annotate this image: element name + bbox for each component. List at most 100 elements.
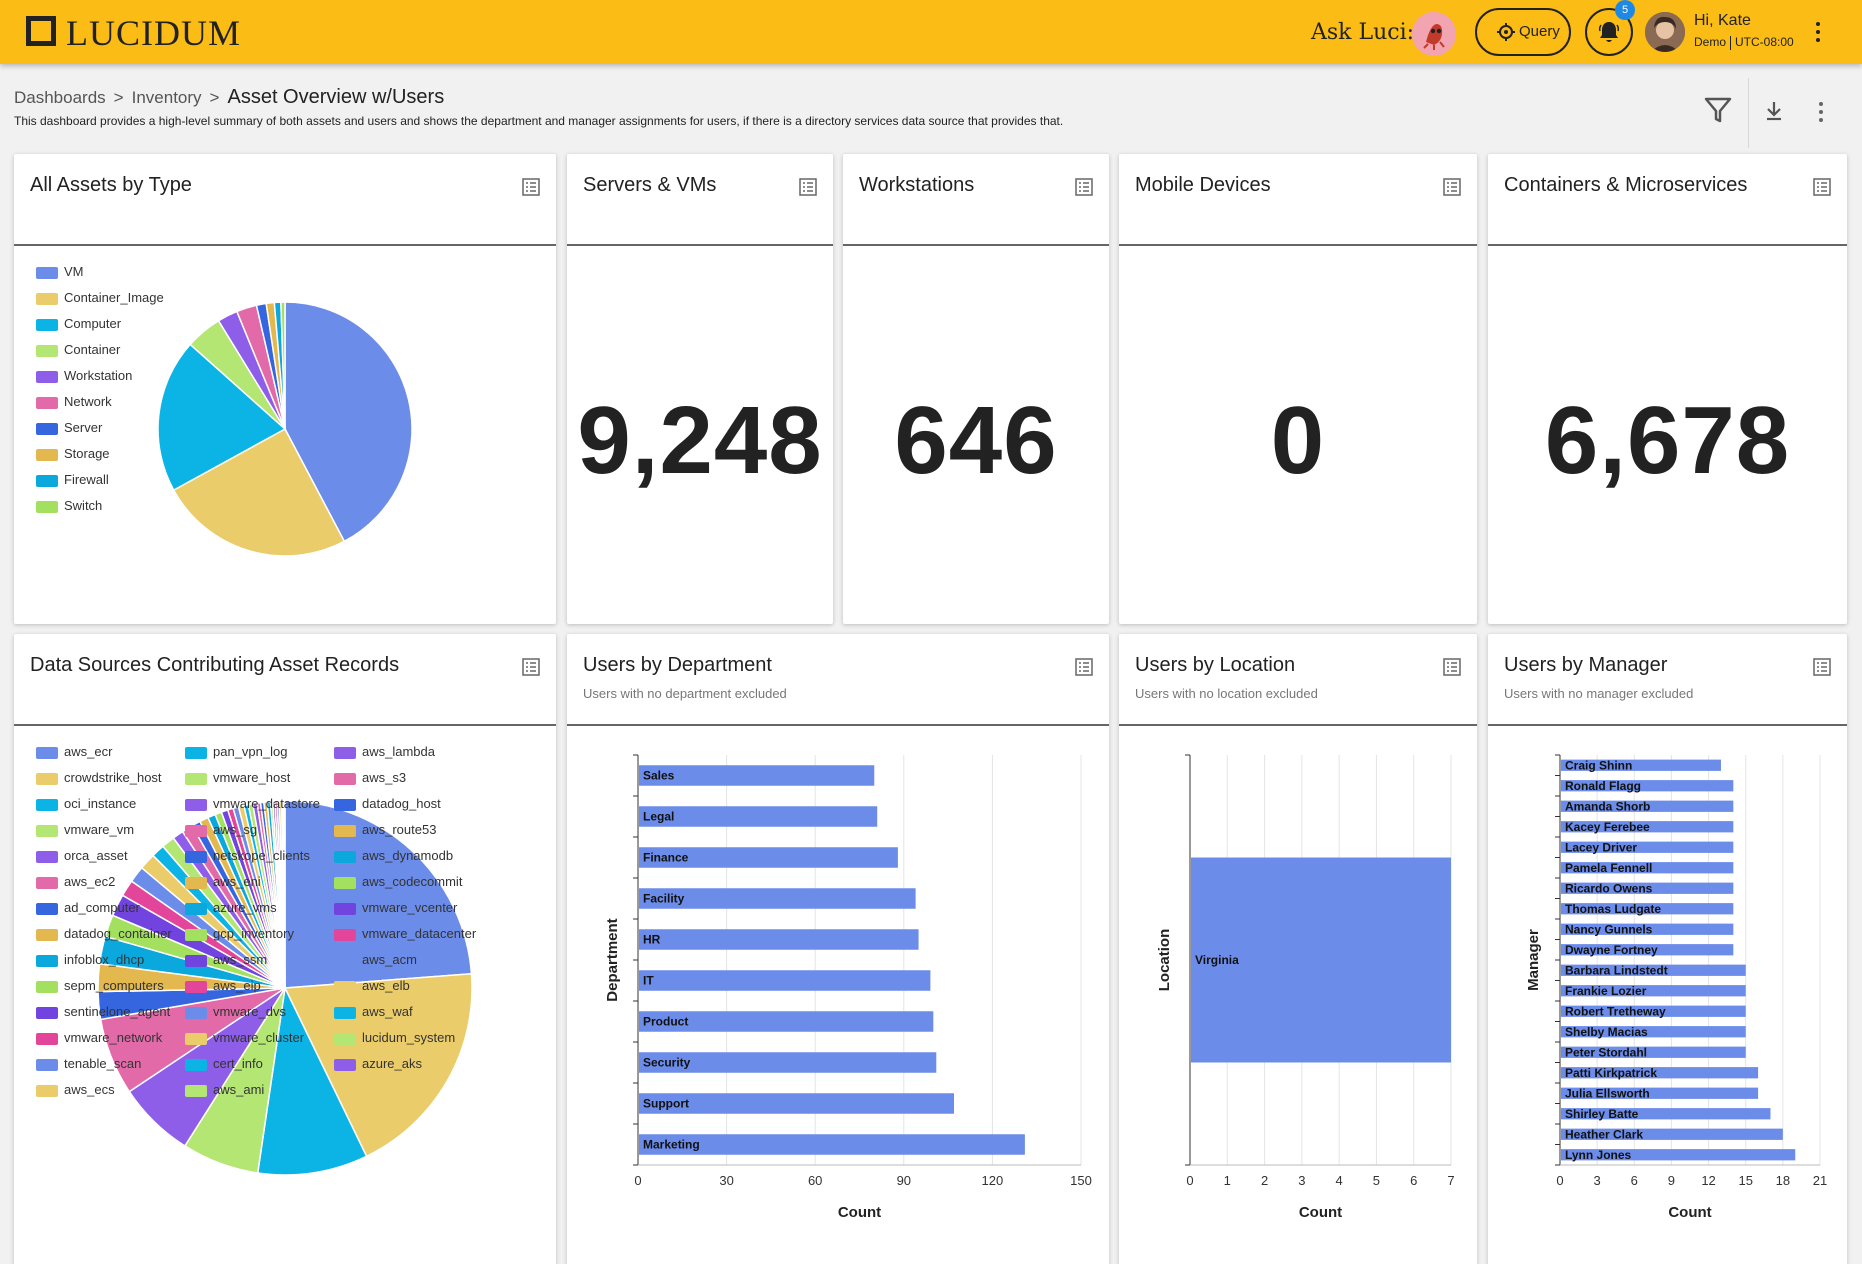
pie-slice-Switch[interactable] <box>280 301 286 430</box>
bar-Barbara Lindstedt[interactable] <box>1561 964 1746 976</box>
card-divider <box>14 724 556 726</box>
list-view-icon[interactable] <box>1075 658 1093 676</box>
list-view-icon[interactable] <box>522 178 540 196</box>
bar-Thomas Ludgate[interactable] <box>1561 903 1734 915</box>
card-users-by-department: Users by Department Users with no depart… <box>567 634 1109 1264</box>
user-greeting[interactable]: Hi, Kate <box>1694 12 1751 29</box>
bar-Patti Kirkpatrick[interactable] <box>1561 1067 1759 1079</box>
bar-Lynn Jones[interactable] <box>1561 1149 1796 1161</box>
bar-Nancy Gunnels[interactable] <box>1561 923 1734 935</box>
page-more-icon[interactable] <box>1816 100 1826 124</box>
bar-Product[interactable] <box>639 1011 934 1032</box>
legend-swatch <box>185 1059 207 1071</box>
bar-label: Sales <box>643 769 675 783</box>
pie-slice-crowdstrike_host[interactable] <box>283 972 473 1158</box>
notifications-button[interactable] <box>1585 8 1633 56</box>
legend-swatch <box>185 851 207 863</box>
bar-label: Shirley Batte <box>1565 1107 1639 1121</box>
bar-Kacey Ferebee[interactable] <box>1561 821 1734 833</box>
bar-Support[interactable] <box>639 1093 955 1114</box>
list-view-icon[interactable] <box>522 658 540 676</box>
legend-swatch <box>334 877 356 889</box>
pie-slice-VM[interactable] <box>284 301 413 543</box>
list-view-icon[interactable] <box>1813 658 1831 676</box>
bar-Ricardo Owens[interactable] <box>1561 882 1734 894</box>
bar-Facility[interactable] <box>639 888 916 909</box>
pie-slice-azure_aks[interactable] <box>283 800 286 989</box>
legend-label: Firewall <box>64 472 109 487</box>
pie-slice-Container_Image[interactable] <box>172 427 346 557</box>
legend-swatch <box>36 799 58 811</box>
bar-Amanda Shorb[interactable] <box>1561 800 1734 812</box>
bar-Dwayne Fortney[interactable] <box>1561 944 1734 956</box>
query-button[interactable]: Query <box>1475 8 1571 56</box>
x-tick-label: 0 <box>1186 1173 1193 1188</box>
bar-Robert Tretheway[interactable] <box>1561 1005 1746 1017</box>
legend-swatch <box>334 799 356 811</box>
legend-swatch <box>185 1007 207 1019</box>
filter-icon[interactable] <box>1704 96 1732 124</box>
bar-label: Pamela Fennell <box>1565 861 1652 875</box>
legend-swatch <box>36 851 58 863</box>
x-tick-label: 4 <box>1336 1173 1343 1188</box>
pie-slice-Computer[interactable] <box>157 343 287 492</box>
bar-label: Dwayne Fortney <box>1565 943 1658 957</box>
legend-swatch <box>36 903 58 915</box>
legend-swatch <box>185 1033 207 1045</box>
bar-Marketing[interactable] <box>639 1134 1025 1155</box>
legend-label: lucidum_system <box>362 1030 456 1045</box>
bar-Shirley Batte[interactable] <box>1561 1108 1771 1120</box>
card-title: Users by Location <box>1135 654 1296 676</box>
legend-swatch <box>36 773 58 785</box>
bar-Shelby Macias[interactable] <box>1561 1026 1746 1038</box>
list-view-icon[interactable] <box>1443 178 1461 196</box>
legend-label: Workstation <box>64 368 133 383</box>
list-view-icon[interactable] <box>799 178 817 196</box>
user-avatar[interactable] <box>1645 12 1685 52</box>
pie-slice-aws_ecr[interactable] <box>284 800 473 989</box>
card-all-assets: All Assets by Type VM Container_Image Comp… <box>14 154 556 624</box>
bar-Julia Ellsworth[interactable] <box>1561 1087 1759 1099</box>
list-view-icon[interactable] <box>1813 178 1831 196</box>
bar-Ronald Flagg[interactable] <box>1561 780 1734 792</box>
legend-label: oci_instance <box>64 796 137 811</box>
containers-count: 6,678 <box>1544 387 1791 494</box>
header-more-icon[interactable] <box>1808 20 1828 44</box>
bar-Lacey Driver[interactable] <box>1561 841 1734 853</box>
luci-avatar-icon[interactable] <box>1412 12 1456 56</box>
bar-Frankie Lozier[interactable] <box>1561 985 1746 997</box>
list-view-icon[interactable] <box>1443 658 1461 676</box>
bar-Sales[interactable] <box>639 765 875 786</box>
bar-label: Kacey Ferebee <box>1565 820 1650 834</box>
card-title: Servers & VMs <box>583 174 717 196</box>
legend-swatch <box>36 825 58 837</box>
legend-swatch <box>185 929 207 941</box>
pie-slice-oci_instance[interactable] <box>256 985 368 1176</box>
bar-Pamela Fennell[interactable] <box>1561 862 1734 874</box>
bar-IT[interactable] <box>639 970 931 991</box>
x-tick-label: 7 <box>1447 1173 1454 1188</box>
x-tick-label: 21 <box>1813 1173 1827 1188</box>
bar-Virginia[interactable] <box>1191 857 1451 1063</box>
legend-label: aws_waf <box>362 1004 413 1019</box>
download-icon[interactable] <box>1764 100 1784 122</box>
legend-label: netskope_clients <box>213 848 310 863</box>
breadcrumb-inventory[interactable]: Inventory <box>131 88 202 107</box>
bar-HR[interactable] <box>639 929 919 950</box>
bar-Craig Shinn[interactable] <box>1561 759 1721 771</box>
x-tick-label: 0 <box>1556 1173 1563 1188</box>
breadcrumb-dashboards[interactable]: Dashboards <box>14 88 106 107</box>
x-axis-title: Count <box>1299 1204 1342 1221</box>
legend-swatch <box>36 955 58 967</box>
card-subtitle: Users with no location excluded <box>1135 686 1318 701</box>
legend-swatch <box>334 903 356 915</box>
bar-Legal[interactable] <box>639 806 878 827</box>
bar-Heather Clark[interactable] <box>1561 1128 1783 1140</box>
x-tick-label: 120 <box>982 1173 1004 1188</box>
legend-label: vmware_dvs <box>213 1004 286 1019</box>
bar-Peter Stordahl[interactable] <box>1561 1046 1746 1058</box>
list-view-icon[interactable] <box>1075 178 1093 196</box>
bar-Security[interactable] <box>639 1052 937 1073</box>
legend-label: aws_eni <box>213 874 261 889</box>
bar-Finance[interactable] <box>639 847 898 868</box>
